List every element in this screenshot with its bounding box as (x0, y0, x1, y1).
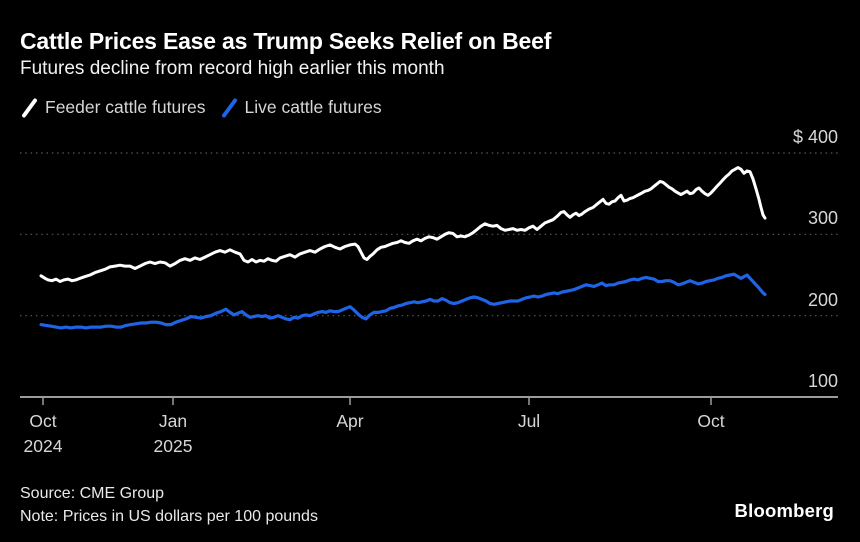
y-axis-label-200: 200 (807, 289, 838, 310)
x-axis-label-jul: Jul (517, 411, 541, 431)
x-axis-label-apr: Apr (336, 411, 364, 431)
x-axis-label-oct: Oct (697, 411, 725, 431)
legend-label-live-cattle: Live cattle futures (244, 97, 382, 117)
live-cattle-line-swatch-icon (221, 98, 237, 117)
y-axis-label-100: 100 (807, 371, 838, 391)
legend-item-live-cattle-futures: Live cattle futures (221, 97, 382, 118)
unit-note: Note: Prices in US dollars per 100 pound… (20, 508, 318, 525)
x-axis-label-oct-2024: Oct 2024 (23, 411, 63, 456)
bloomberg-logo: Bloomberg (734, 500, 834, 521)
feeder-cattle-line-swatch-icon (22, 98, 37, 117)
chart-legend: Feeder cattle futures Live cattle future… (21, 97, 382, 118)
legend-item-feeder-cattle-futures: Feeder cattle futures (21, 97, 206, 118)
chart-subtitle: Futures decline from record high earlier… (20, 58, 445, 79)
series-line-feeder-cattle-futures (39, 166, 767, 283)
x-axis-label-jan-2025: Jan 2025 (153, 411, 193, 456)
series-line-live-cattle-futures (39, 272, 767, 330)
source-note: Source: CME Group (20, 485, 165, 502)
legend-label-feeder-cattle: Feeder cattle futures (45, 97, 206, 117)
y-axis-label-400: $ 400 (792, 127, 838, 147)
y-axis-label-300: 300 (807, 208, 838, 229)
chart-title: Cattle Prices Ease as Trump Seeks Relief… (20, 28, 552, 54)
